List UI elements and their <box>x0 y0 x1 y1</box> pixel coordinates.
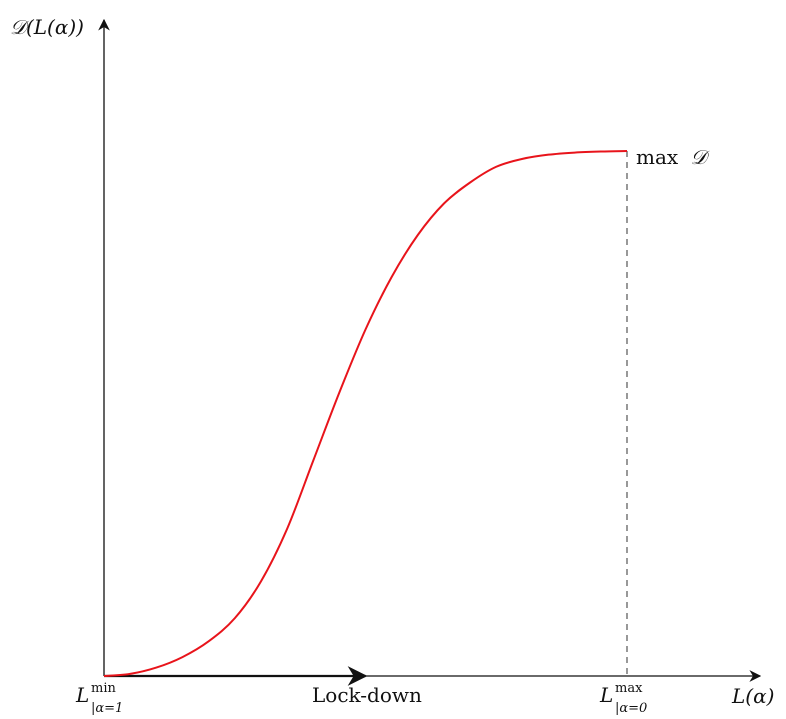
x-max-sub: |α=0 <box>615 701 647 716</box>
x-min-base: L <box>75 683 89 707</box>
x-min-sup: min <box>91 681 116 696</box>
x-min-sub: |α=1 <box>91 701 123 716</box>
x-min-tick-label: L min |α=1 <box>75 681 123 716</box>
y-axis-label: 𝒟(L(α)) <box>10 15 84 39</box>
svg-text:max 𝒟: max 𝒟 <box>636 145 711 169</box>
x-axis-label: L(α) <box>731 684 774 708</box>
x-max-base: L <box>599 683 613 707</box>
max-label: max 𝒟 <box>636 145 711 169</box>
max-label-symbol: 𝒟 <box>691 145 711 169</box>
lockdown-label: Lock-down <box>312 683 422 707</box>
series-line <box>103 150 628 677</box>
x-max-tick-label: L max |α=0 <box>599 681 647 716</box>
max-label-prefix: max <box>636 145 679 169</box>
x-max-sup: max <box>615 681 643 696</box>
